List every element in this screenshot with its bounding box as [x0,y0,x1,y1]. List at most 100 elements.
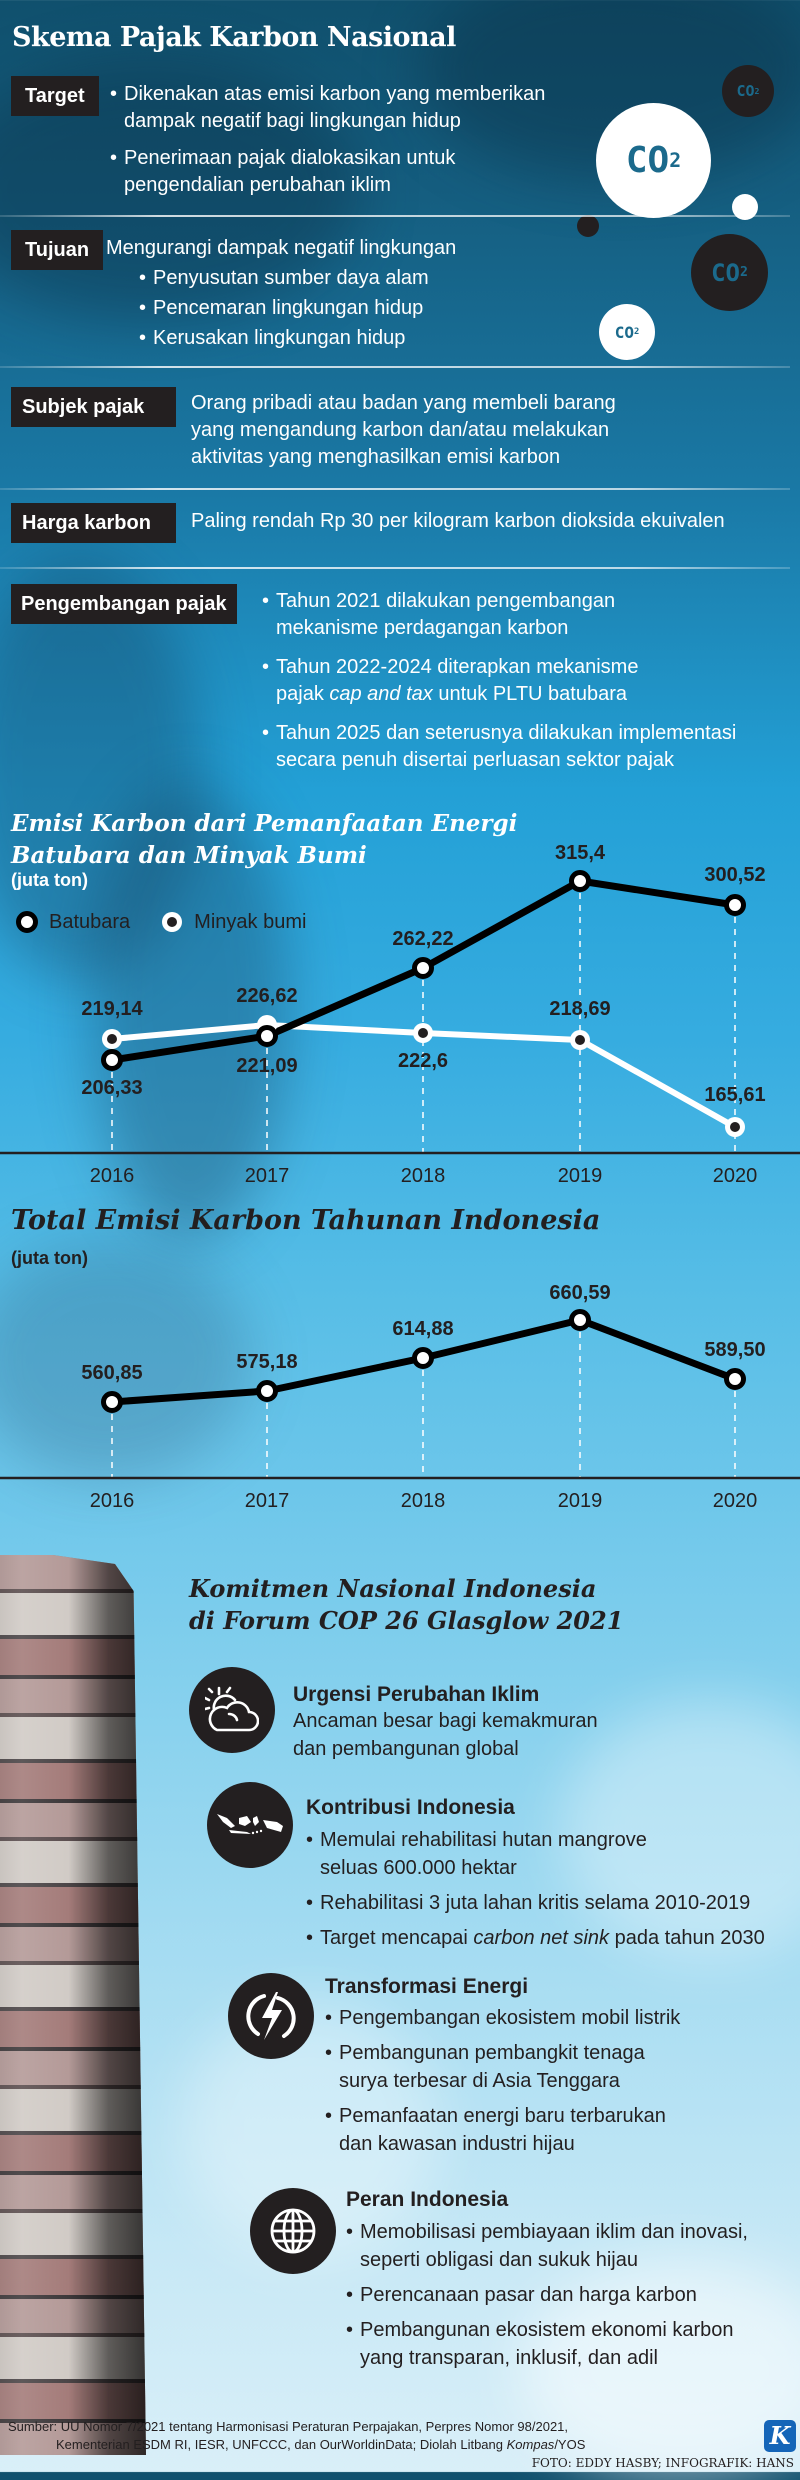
batubara-label-2018: 262,22 [392,928,454,950]
chart2-guides [111,1320,736,1477]
commitment-item-transformasi: Transformasi Energi [325,1975,528,1999]
indonesia-map-icon [207,1782,293,1868]
section-divider [0,567,790,569]
chart1-legend: Batubara Minyak bumi [15,910,306,934]
transformasi-list: Pengembangan ekosistem mobil listrik Pem… [325,2004,680,2158]
commitment-item-kontribusi: Kontribusi Indonesia [306,1796,515,1820]
total-label-2019: 660,59 [549,1282,611,1304]
co2-bubble: CO 2 [599,304,655,360]
peran-bullet: Perencanaan pasar dan harga karbon [346,2281,748,2309]
total-label-2016: 560,85 [81,1362,143,1384]
chart1-year-2020: 2020 [712,1165,758,1187]
commitment-item-peran: Peran Indonesia [346,2188,508,2212]
smoke-cloud [0,1240,250,1480]
kontribusi-list: Memulai rehabilitasi hutan mangroveselua… [306,1826,765,1952]
item-body: Ancaman besar bagi kemakmuran dan pemban… [293,1710,598,1760]
section-divider [0,488,790,490]
minyak-label-2017: 226,62 [236,985,298,1007]
globe-icon [250,2188,336,2274]
total-label-2018: 614,88 [392,1318,454,1340]
minyak-label-2020: 165,61 [704,1084,766,1106]
batubara-label-2019: 315,4 [554,842,606,864]
label-subjek-pajak: Subjek pajak [11,387,176,427]
chart1-year-2017: 2017 [244,1165,290,1187]
chart2-title: Total Emisi Karbon Tahunan Indonesia [11,1205,601,1236]
legend-minyak-label: Minyak bumi [194,910,307,933]
chart1-year-2016: 2016 [89,1165,135,1187]
chart2-unit: (juta ton) [11,1248,88,1268]
section-divider [0,215,790,217]
chart2-plot [0,1309,800,1480]
chimney-photo-shade [0,1555,146,2455]
item-heading: Peran Indonesia [346,2188,509,2211]
pengembangan-bullet: Tahun 2025 dan seterusnya dilakukan impl… [262,720,736,774]
total-label-2020: 589,50 [704,1339,766,1361]
legend-minyak-marker-icon [162,912,183,932]
source-note: Sumber: UU Nomor 7/2021 tentang Harmonis… [8,2419,586,2452]
cloud-sun-icon [189,1667,275,1753]
minyak-label-2018: 222,6 [397,1050,449,1072]
pengembangan-bullet: Tahun 2021 dilakukan pengembanganmekanis… [262,588,736,642]
minyak-label-2016: 219,14 [81,998,143,1020]
peran-bullet: Pembangunan ekosistem ekonomi karbonyang… [346,2316,748,2372]
label-target: Target [11,76,99,116]
co2-bubble: CO 2 [691,234,768,311]
batubara-label-2020: 300,52 [704,864,766,886]
label-pengembangan-pajak: Pengembangan pajak [11,584,237,624]
label-harga-karbon: Harga karbon [11,503,176,543]
co2-bubble-small [577,215,599,237]
tujuan-bullet: Pencemaran lingkungan hidup [139,293,429,323]
chart2-year-2018: 2018 [400,1490,446,1512]
chart2-year-2019: 2019 [557,1490,603,1512]
legend-batubara-label: Batubara [49,910,131,933]
peran-bullet: Memobilisasi pembiayaan iklim dan inovas… [346,2218,748,2274]
kontribusi-bullet: Target mencapai carbon net sink pada tah… [306,1924,765,1952]
target-bullet: Dikenakan atas emisi karbon yang memberi… [110,81,545,135]
lightning-icon [228,1973,314,2059]
harga-text: Paling rendah Rp 30 per kilogram karbon … [191,510,725,532]
chart1-unit: (juta ton) [11,870,88,890]
smoke-cloud [90,780,290,1240]
chart1-year-2018: 2018 [400,1165,446,1187]
section-divider [0,366,790,368]
batubara-label-2016: 206,33 [81,1077,143,1099]
chart2-year-2017: 2017 [244,1490,290,1512]
tujuan-bullet: Kerusakan lingkungan hidup [139,323,429,353]
total-label-2017: 575,18 [236,1351,298,1373]
co2-bubble: CO 2 [596,103,711,218]
chart1-year-2019: 2019 [557,1165,603,1187]
minyak-label-2019: 218,69 [549,998,611,1020]
kontribusi-bullet: Memulai rehabilitasi hutan mangroveselua… [306,1826,765,1882]
page-title: Skema Pajak Karbon Nasional [12,22,456,53]
item-heading: Urgensi Perubahan Iklim [293,1683,540,1706]
transformasi-bullet: Pengembangan ekosistem mobil listrik [325,2004,680,2032]
kompas-logo: K [764,2420,796,2452]
item-heading: Transformasi Energi [325,1975,529,1998]
tujuan-lead: Mengurangi dampak negatif lingkungan [106,237,457,259]
chart1-plot [0,870,800,1155]
legend-batubara-marker-icon [16,911,38,933]
subjek-text: Orang pribadi atau badan yang membeli ba… [191,392,616,468]
pengembangan-list: Tahun 2021 dilakukan pengembanganmekanis… [262,588,736,774]
target-bullet: Penerimaan pajak dialokasikan untukpenge… [110,145,545,199]
item-heading: Kontribusi Indonesia [306,1796,515,1819]
chart2-year-2016: 2016 [89,1490,135,1512]
chart2-year-2020: 2020 [712,1490,758,1512]
co2-bubble: CO 2 [722,65,774,117]
tujuan-bullet: Penyusutan sumber daya alam [139,263,429,293]
smoke-cloud [0,560,200,980]
series-total-markers [101,1309,746,1413]
series-batubara-markers [101,870,746,1071]
target-list: Dikenakan atas emisi karbon yang memberi… [110,81,545,199]
commitment-item-urgensi: Urgensi Perubahan Iklim Ancaman besar ba… [293,1683,598,1763]
peran-list: Memobilisasi pembiayaan iklim dan inovas… [346,2218,748,2372]
commitment-title: Komitmen Nasional Indonesia di Forum COP… [189,1574,624,1635]
pengembangan-bullet: Tahun 2022-2024 diterapkan mekanismepaja… [262,654,736,708]
kontribusi-bullet: Rehabilitasi 3 juta lahan kritis selama … [306,1889,765,1917]
batubara-label-2017: 221,09 [236,1055,298,1077]
chart1-title: Emisi Karbon dari Pemanfaatan Energi Bat… [11,810,518,869]
tujuan-list: Penyusutan sumber daya alam Pencemaran l… [139,263,429,353]
label-tujuan: Tujuan [11,230,104,270]
